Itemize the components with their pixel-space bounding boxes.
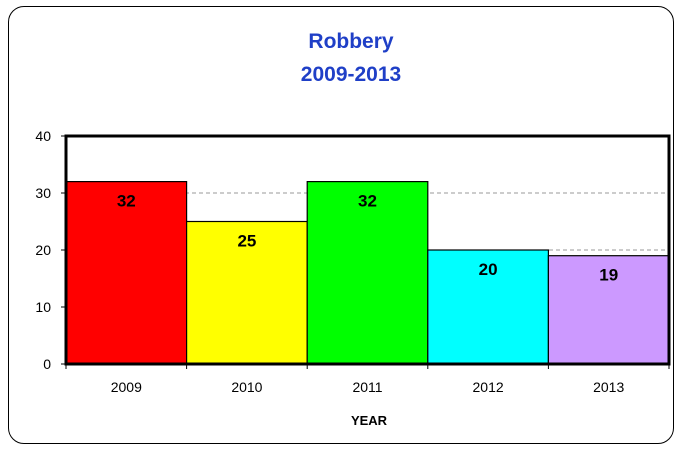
x-tick-label-2010: 2010 (231, 379, 262, 395)
y-tick-label-20: 20 (35, 242, 51, 258)
bars (65, 181, 670, 365)
y-tick-label-0: 0 (43, 356, 51, 372)
chart-title: Robbery (308, 30, 394, 53)
chart-subtitle: 2009-2013 (301, 63, 401, 86)
x-tick-label-2011: 2011 (352, 379, 382, 395)
y-tick-label-30: 30 (35, 185, 51, 201)
y-tick-label-10: 10 (35, 299, 51, 315)
data-label-2009: 32 (117, 192, 136, 211)
x-tick-label-2013: 2013 (593, 379, 624, 395)
x-axis-title: YEAR (351, 413, 388, 428)
axes: 0 10 20 30 40 2009 2010 2011 2012 2013 (35, 128, 671, 395)
bar-2011 (306, 181, 429, 365)
bar-2013 (547, 255, 670, 365)
data-label-2013: 19 (599, 266, 618, 285)
x-tick-label-2012: 2012 (473, 379, 504, 395)
data-label-2012: 20 (479, 260, 498, 279)
bar-2010 (186, 220, 308, 365)
x-tick-label-2009: 2009 (111, 379, 142, 395)
data-labels: 32 25 32 20 19 (117, 192, 618, 285)
data-label-2011: 32 (358, 192, 377, 211)
y-tick-label-40: 40 (35, 128, 51, 144)
data-label-2010: 25 (237, 232, 256, 251)
bar-2009 (65, 181, 188, 365)
